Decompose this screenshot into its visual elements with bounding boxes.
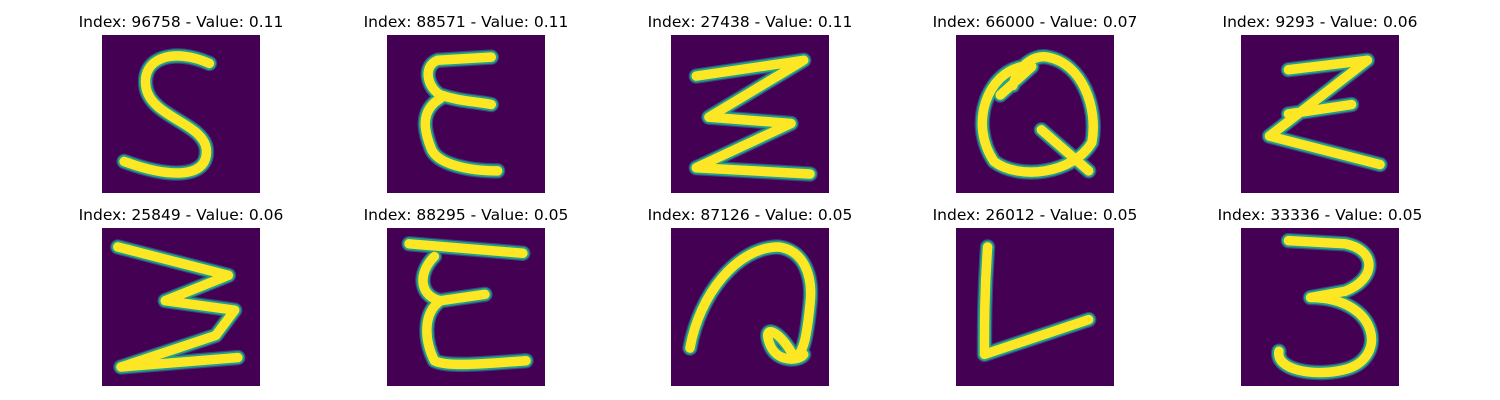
panel-title: Index: 96758 - Value: 0.11 — [79, 13, 284, 31]
glyph-stroke — [979, 242, 1094, 360]
image-panel: Index: 88295 - Value: 0.05 — [364, 206, 569, 386]
panel-title: Index: 33336 - Value: 0.05 — [1218, 206, 1423, 224]
panel-title: Index: 26012 - Value: 0.05 — [933, 206, 1138, 224]
handwritten-glyph — [417, 49, 506, 179]
handwritten-glyph — [401, 236, 534, 373]
handwritten-glyph — [974, 49, 1101, 180]
glyph-stroke — [119, 51, 215, 178]
image-panel: Index: 27438 - Value: 0.11 — [648, 13, 853, 193]
panel-title: Index: 9293 - Value: 0.06 — [1223, 13, 1418, 31]
panel-title: Index: 27438 - Value: 0.11 — [648, 13, 853, 31]
panel-title: Index: 66000 - Value: 0.07 — [933, 13, 1138, 31]
image-panel: Index: 25849 - Value: 0.06 — [79, 206, 284, 386]
image-panel: Index: 66000 - Value: 0.07 — [933, 13, 1138, 193]
image-panel: Index: 26012 - Value: 0.05 — [933, 206, 1138, 386]
handwritten-glyph — [682, 239, 819, 367]
image-panel: Index: 96758 - Value: 0.11 — [79, 13, 284, 193]
digit-image-background — [1241, 228, 1399, 386]
glyph-stroke — [420, 52, 503, 176]
handwritten-glyph — [116, 48, 218, 181]
panel-grid: Index: 96758 - Value: 0.11 Index: 88571 -… — [79, 13, 1423, 386]
image-panel: Index: 33336 - Value: 0.05 — [1218, 206, 1423, 386]
panel-title: Index: 88295 - Value: 0.05 — [364, 206, 569, 224]
panel-title: Index: 87126 - Value: 0.05 — [648, 206, 853, 224]
handwritten-glyph — [110, 239, 246, 375]
handwritten-glyph — [688, 52, 818, 182]
glyph-stroke — [977, 52, 1098, 177]
glyph-stroke — [113, 242, 243, 372]
image-panel: Index: 9293 - Value: 0.06 — [1223, 13, 1418, 193]
glyph-stroke — [1264, 55, 1385, 170]
image-panel: Index: 88571 - Value: 0.11 — [364, 13, 569, 193]
panel-title: Index: 88571 - Value: 0.11 — [364, 13, 569, 31]
glyph-stroke — [1274, 235, 1377, 378]
handwritten-glyph — [1271, 232, 1380, 381]
image-panel: Index: 87126 - Value: 0.05 — [648, 206, 853, 386]
glyph-stroke — [691, 55, 815, 179]
glyph-stroke — [404, 239, 531, 370]
handwritten-glyph — [1261, 52, 1388, 173]
panel-title: Index: 25849 - Value: 0.06 — [79, 206, 284, 224]
glyph-stroke — [685, 242, 816, 364]
handwritten-glyph — [976, 239, 1097, 363]
